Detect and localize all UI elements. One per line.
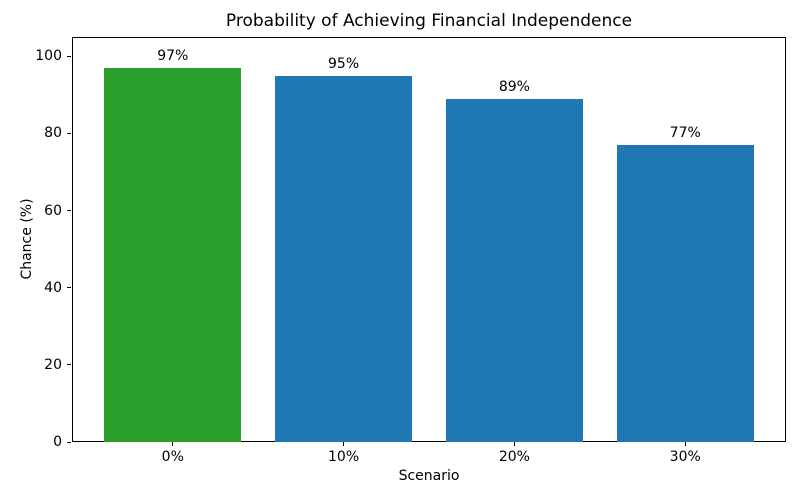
y-tick-label: 20 [44, 356, 62, 373]
bar [104, 67, 242, 442]
y-tick-label: 0 [53, 434, 62, 450]
x-tick [684, 442, 686, 446]
x-tick [172, 442, 174, 446]
bar [446, 98, 583, 442]
x-tick-label: 30% [669, 449, 701, 465]
y-tick [67, 210, 71, 212]
x-tick [343, 442, 345, 446]
y-tick [67, 441, 71, 443]
y-tick-label: 60 [44, 202, 62, 219]
x-tick-label: 20% [498, 449, 530, 465]
y-tick-label: 80 [44, 125, 62, 142]
y-tick-label: 100 [35, 48, 62, 65]
bar-value-label: 77% [669, 125, 701, 141]
bar-value-label: 89% [498, 78, 530, 95]
chart-title: Probability of Achieving Financial Indep… [225, 11, 633, 31]
y-tick-label: 40 [44, 279, 62, 296]
y-tick [67, 287, 71, 289]
x-tick-label: 0% [161, 449, 184, 465]
y-tick [67, 364, 71, 366]
x-axis-label: Scenario [398, 468, 460, 484]
y-tick [67, 55, 71, 57]
bar-value-label: 97% [157, 47, 189, 64]
x-tick-label: 10% [328, 449, 360, 465]
x-tick [513, 442, 515, 446]
bar [275, 75, 412, 442]
bar [616, 145, 754, 442]
bar-value-label: 95% [328, 55, 360, 72]
plot-area: 97% 0% 95% 10% 89% 20% 77% 30% 0 20 40 60 80 100 [35, 37, 786, 465]
y-tick [67, 132, 71, 134]
